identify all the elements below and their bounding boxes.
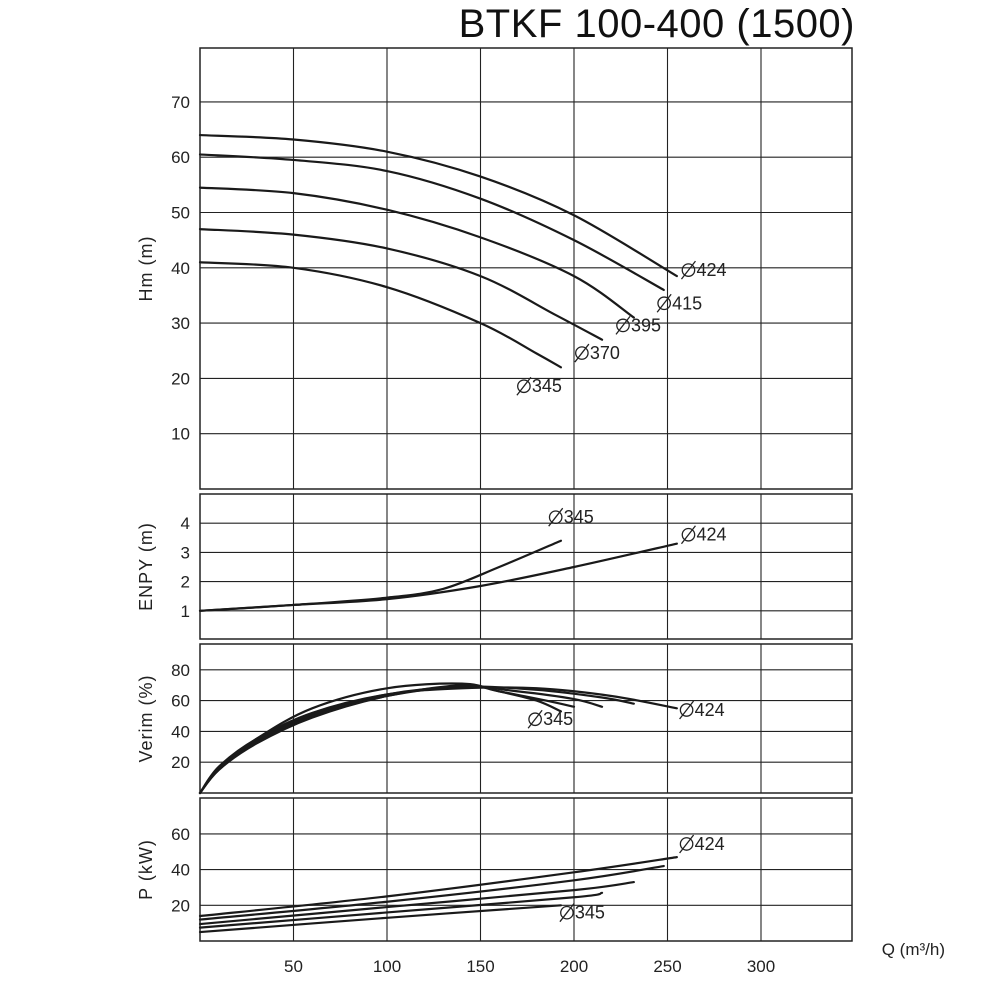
head-panel: 10 20 30 40 50 60 70 Hm (m) 424 415 395 370 345 xyxy=(136,47,853,490)
head-ylabel: Hm (m) xyxy=(136,236,156,302)
efficiency-ytick-label: 80 xyxy=(171,661,190,680)
xtick-label: 300 xyxy=(747,957,775,976)
head-curve-370 xyxy=(198,227,604,341)
chart-title: BTKF 100-400 (1500) xyxy=(458,2,855,46)
npsh-curve-424 xyxy=(198,542,678,612)
head-ytick-label: 70 xyxy=(171,93,190,112)
npsh-label-424: 424 xyxy=(696,525,726,545)
head-ytick-label: 10 xyxy=(171,425,190,444)
efficiency-frame xyxy=(199,643,853,794)
power-label-424: 424 xyxy=(695,834,725,854)
efficiency-label-424: 424 xyxy=(695,700,725,720)
power-label-345: 345 xyxy=(575,903,605,923)
head-ytick-label: 40 xyxy=(171,259,190,278)
head-ytick-label: 50 xyxy=(171,204,190,223)
head-frame xyxy=(199,47,853,490)
xlabel: Q (m³/h) xyxy=(882,940,945,959)
power-curve-415 xyxy=(198,864,665,921)
head-diameter-symbol-395 xyxy=(615,315,631,335)
head-label-345: 345 xyxy=(532,376,562,396)
power-ytick-label: 20 xyxy=(171,896,190,915)
efficiency-ytick-label: 60 xyxy=(171,692,190,711)
head-label-395: 395 xyxy=(631,315,661,335)
npsh-diameter-symbol-345 xyxy=(548,507,564,527)
efficiency-diameter-symbol-424 xyxy=(679,700,695,720)
head-curve-395 xyxy=(198,186,635,319)
head-ytick-label: 20 xyxy=(171,369,190,388)
efficiency-label-345: 345 xyxy=(543,709,573,729)
power-curve-345 xyxy=(198,904,563,934)
power-curve-395 xyxy=(198,880,635,926)
head-label-370: 370 xyxy=(590,343,620,363)
npsh-panel: 1 2 3 4 ENPY (m) 345 424 xyxy=(136,493,853,640)
npsh-ytick-label: 4 xyxy=(181,514,190,533)
head-diameter-symbol-424 xyxy=(680,260,696,280)
head-diameter-symbol-345 xyxy=(516,376,532,396)
power-curve-370 xyxy=(198,891,604,929)
npsh-label-345: 345 xyxy=(564,507,594,527)
head-diameter-symbol-415 xyxy=(656,293,672,313)
power-ytick-label: 40 xyxy=(171,861,190,880)
efficiency-ytick-label: 20 xyxy=(171,753,190,772)
power-diameter-symbol-424 xyxy=(679,834,695,854)
power-diameter-symbol-345 xyxy=(559,903,575,923)
head-curve-345 xyxy=(198,261,563,369)
xtick-label: 50 xyxy=(284,957,303,976)
head-ytick-label: 30 xyxy=(171,314,190,333)
efficiency-ytick-label: 40 xyxy=(171,722,190,741)
efficiency-curve-424 xyxy=(198,686,678,795)
npsh-diameter-symbol-424 xyxy=(680,525,696,545)
efficiency-diameter-symbol-345 xyxy=(527,709,543,729)
head-curve-415 xyxy=(198,153,665,292)
power-curve-424 xyxy=(198,856,678,918)
efficiency-ylabel: Verim (%) xyxy=(136,674,156,762)
npsh-ytick-label: 2 xyxy=(181,573,190,592)
npsh-ylabel: ENPY (m) xyxy=(136,522,156,611)
efficiency-curve-370 xyxy=(198,684,576,795)
xtick-label: 250 xyxy=(653,957,681,976)
npsh-ytick-label: 1 xyxy=(181,602,190,621)
head-curve-424 xyxy=(198,133,678,278)
head-label-424: 424 xyxy=(696,260,726,280)
head-diameter-symbol-370 xyxy=(574,343,590,363)
xtick-label: 150 xyxy=(466,957,494,976)
power-ytick-label: 60 xyxy=(171,825,190,844)
power-panel: 20 40 60 P (kW) 424 345 50 100 150 200 250 300 Q (m³… xyxy=(136,797,945,976)
npsh-frame xyxy=(199,493,853,640)
xtick-label: 200 xyxy=(560,957,588,976)
efficiency-curve-345 xyxy=(198,682,563,795)
xtick-label: 100 xyxy=(373,957,401,976)
npsh-ytick-label: 3 xyxy=(181,543,190,562)
power-ylabel: P (kW) xyxy=(136,839,156,900)
head-label-415: 415 xyxy=(672,293,702,313)
efficiency-panel: 20 40 60 80 Verim (%) 424 345 xyxy=(136,643,853,795)
head-ytick-label: 60 xyxy=(171,148,190,167)
